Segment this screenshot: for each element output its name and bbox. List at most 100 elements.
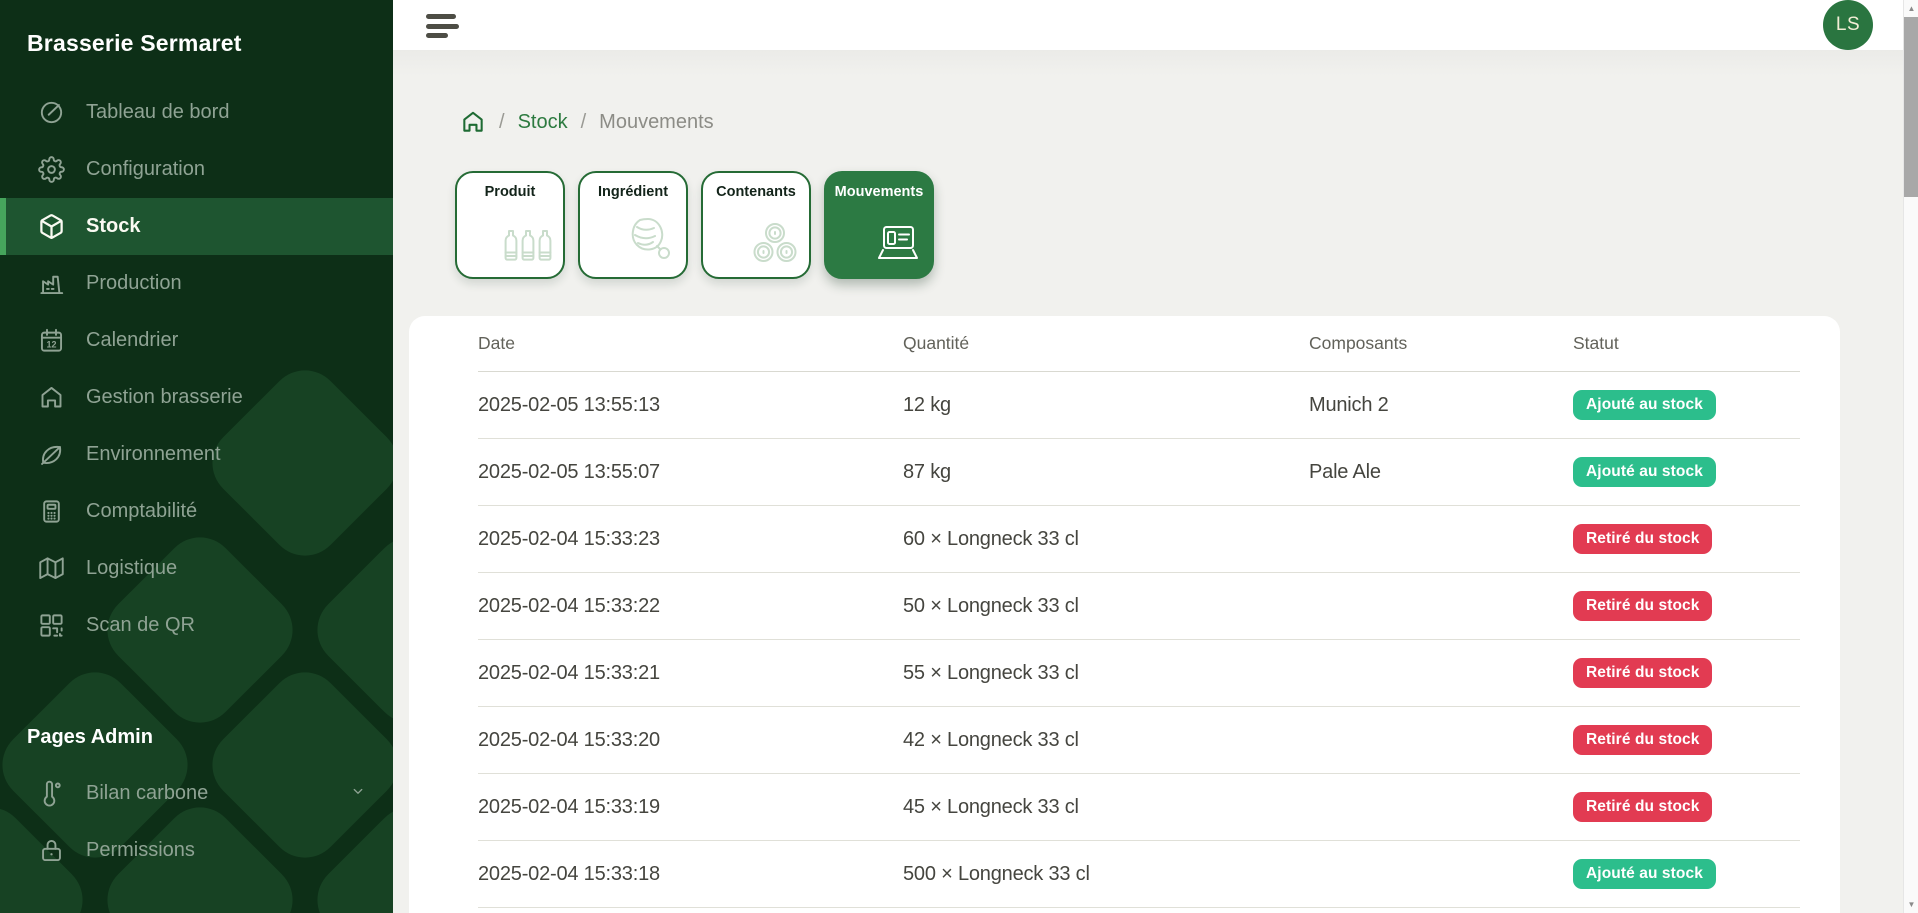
sidebar-item-label: Stock xyxy=(86,215,141,237)
calendar-icon: 12 xyxy=(38,327,65,354)
cell-quantity: 55 × Longneck 33 cl xyxy=(903,661,1079,684)
cell-date: 2025-02-04 15:33:19 xyxy=(478,795,660,818)
cell-components: Munich 2 xyxy=(1309,393,1389,416)
table-row: 2025-02-04 15:33:18 500 × Longneck 33 cl… xyxy=(478,841,1800,908)
hop-icon xyxy=(623,212,677,269)
tab-mouvements[interactable]: Mouvements xyxy=(824,171,934,279)
table-body: 2025-02-05 13:55:13 12 kg Munich 2 Ajout… xyxy=(478,372,1800,908)
tab-label: Produit xyxy=(484,184,536,200)
table-row: 2025-02-04 15:33:22 50 × Longneck 33 cl … xyxy=(478,573,1800,640)
scrollbar-up-arrow[interactable]: ▲ xyxy=(1907,4,1916,13)
cell-quantity: 45 × Longneck 33 cl xyxy=(903,795,1079,818)
tab-produit[interactable]: Produit xyxy=(455,171,565,279)
sidebar-item-bilan-carbone[interactable]: Bilan carbone xyxy=(0,765,393,822)
cell-status: Retiré du stock xyxy=(1573,792,1800,822)
cell-status: Ajouté au stock xyxy=(1573,457,1800,487)
table-row: 2025-02-04 15:33:21 55 × Longneck 33 cl … xyxy=(478,640,1800,707)
page-content: / Stock / Mouvements Produit Ingrédient … xyxy=(393,50,1903,913)
cell-date: 2025-02-05 13:55:07 xyxy=(478,460,660,483)
sidebar-item-comptabilite[interactable]: Comptabilité xyxy=(0,483,393,540)
brand-title: Brasserie Sermaret xyxy=(27,30,242,56)
chevron-down-icon[interactable] xyxy=(349,782,367,806)
cell-date: 2025-02-05 13:55:13 xyxy=(478,393,660,416)
avatar[interactable]: LS xyxy=(1823,0,1873,50)
cell-quantity: 50 × Longneck 33 cl xyxy=(903,594,1079,617)
register-icon xyxy=(873,224,923,269)
table-row: 2025-02-04 15:33:23 60 × Longneck 33 cl … xyxy=(478,506,1800,573)
sidebar-item-label: Gestion brasserie xyxy=(86,386,243,408)
cell-quantity: 12 kg xyxy=(903,393,951,416)
status-badge: Retiré du stock xyxy=(1573,658,1713,688)
thermometer-icon xyxy=(38,780,65,807)
tab-label: Contenants xyxy=(716,184,796,200)
cell-quantity: 87 kg xyxy=(903,460,951,483)
cell-quantity: 42 × Longneck 33 cl xyxy=(903,728,1079,751)
column-header-date: Date xyxy=(478,333,515,353)
sidebar-item-label: Tableau de bord xyxy=(86,101,230,123)
svg-text:12: 12 xyxy=(46,339,56,349)
gauge-icon xyxy=(38,99,65,126)
cell-date: 2025-02-04 15:33:22 xyxy=(478,594,660,617)
cell-quantity: 500 × Longneck 33 cl xyxy=(903,862,1090,885)
cell-components: Pale Ale xyxy=(1309,460,1381,483)
cell-status: Ajouté au stock xyxy=(1573,390,1800,420)
sidebar-item-tableau-de-bord[interactable]: Tableau de bord xyxy=(0,84,393,141)
tab-label: Ingrédient xyxy=(597,184,669,200)
status-badge: Ajouté au stock xyxy=(1573,457,1716,487)
qr-icon xyxy=(38,612,65,639)
table-row: 2025-02-04 15:33:19 45 × Longneck 33 cl … xyxy=(478,774,1800,841)
sidebar-item-calendrier[interactable]: 12 Calendrier xyxy=(0,312,393,369)
sidebar-item-stock[interactable]: Stock xyxy=(0,198,393,255)
menu-toggle-icon[interactable] xyxy=(426,12,460,38)
lock-icon xyxy=(38,837,65,864)
cell-status: Retiré du stock xyxy=(1573,524,1800,554)
status-badge: Retiré du stock xyxy=(1573,792,1713,822)
sidebar-item-label: Scan de QR xyxy=(86,614,195,636)
cell-date: 2025-02-04 15:33:21 xyxy=(478,661,660,684)
sidebar-item-production[interactable]: Production xyxy=(0,255,393,312)
sidebar: Brasserie Sermaret Tableau de bord Confi… xyxy=(0,0,393,913)
tab-contenants[interactable]: Contenants xyxy=(701,171,811,279)
cell-status: Retiré du stock xyxy=(1573,725,1800,755)
main-area: LS / Stock / Mouvements Produit Ingrédie… xyxy=(393,0,1903,913)
home-icon xyxy=(38,384,65,411)
sidebar-item-environnement[interactable]: Environnement xyxy=(0,426,393,483)
home-icon[interactable] xyxy=(460,109,486,135)
status-badge: Ajouté au stock xyxy=(1573,390,1716,420)
breadcrumb: / Stock / Mouvements xyxy=(460,109,1903,135)
scrollbar-down-arrow[interactable]: ▼ xyxy=(1907,900,1916,909)
status-badge: Retiré du stock xyxy=(1573,591,1713,621)
breadcrumb-current: Mouvements xyxy=(599,110,714,133)
breadcrumb-separator: / xyxy=(580,110,587,133)
tab-ingredient[interactable]: Ingrédient xyxy=(578,171,688,279)
topbar: LS xyxy=(393,0,1903,50)
cell-date: 2025-02-04 15:33:18 xyxy=(478,862,660,885)
vertical-scrollbar[interactable]: ▲ ▼ xyxy=(1903,0,1918,913)
column-header-statut: Statut xyxy=(1573,333,1619,353)
table-row: 2025-02-04 15:33:20 42 × Longneck 33 cl … xyxy=(478,707,1800,774)
status-badge: Retiré du stock xyxy=(1573,524,1713,554)
gear-icon xyxy=(38,156,65,183)
sidebar-item-label: Logistique xyxy=(86,557,178,579)
factory-icon xyxy=(38,270,65,297)
kegs-icon xyxy=(750,222,800,269)
sidebar-item-logistique[interactable]: Logistique xyxy=(0,540,393,597)
sidebar-item-label: Production xyxy=(86,272,182,294)
cell-date: 2025-02-04 15:33:23 xyxy=(478,527,660,550)
movements-table: Date Quantité Composants Statut 2025-02-… xyxy=(409,316,1840,913)
sidebar-item-gestion-brasserie[interactable]: Gestion brasserie xyxy=(0,369,393,426)
sidebar-item-permissions[interactable]: Permissions xyxy=(0,822,393,879)
stock-tabs: Produit Ingrédient Contenants Mouvements xyxy=(455,171,1903,279)
status-badge: Retiré du stock xyxy=(1573,725,1713,755)
scrollbar-thumb[interactable] xyxy=(1904,17,1918,197)
sidebar-item-scan-qr[interactable]: Scan de QR xyxy=(0,597,393,654)
cell-status: Retiré du stock xyxy=(1573,591,1800,621)
cell-date: 2025-02-04 15:33:20 xyxy=(478,728,660,751)
leaf-icon xyxy=(38,441,65,468)
cell-status: Ajouté au stock xyxy=(1573,859,1800,889)
sidebar-item-label: Comptabilité xyxy=(86,500,198,522)
sidebar-item-configuration[interactable]: Configuration xyxy=(0,141,393,198)
breadcrumb-link-stock[interactable]: Stock xyxy=(517,110,568,133)
box-icon xyxy=(38,213,65,240)
sidebar-item-label: Environnement xyxy=(86,443,221,465)
